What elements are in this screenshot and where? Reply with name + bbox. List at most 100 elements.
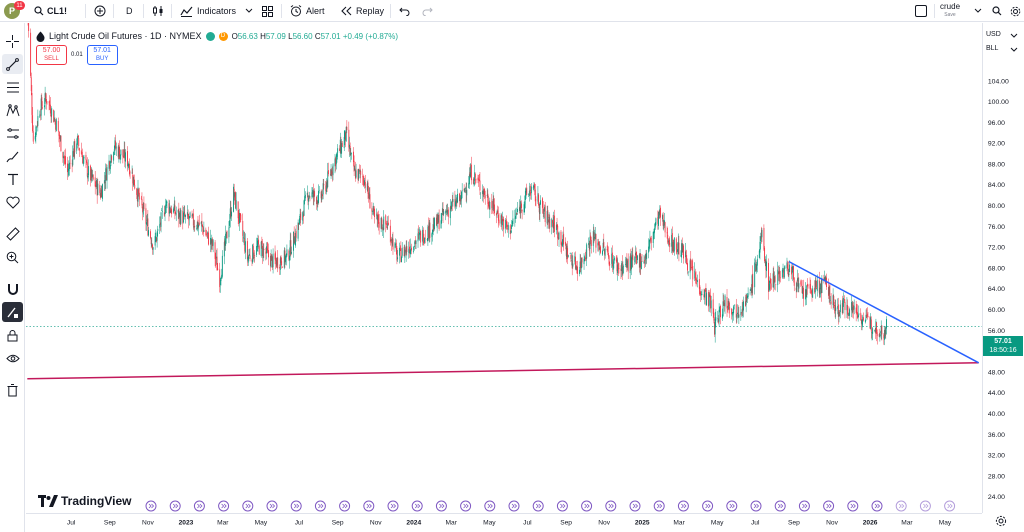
event-marker[interactable]	[847, 500, 859, 512]
magnet-tool[interactable]	[2, 279, 23, 299]
event-marker[interactable]	[169, 500, 181, 512]
event-marker[interactable]	[895, 500, 907, 512]
event-marker[interactable]	[581, 500, 593, 512]
settings-button[interactable]	[1010, 0, 1021, 22]
chart-type-button[interactable]	[152, 0, 164, 22]
candle	[206, 230, 207, 237]
symbol-search-button[interactable]: CL1!	[34, 0, 67, 22]
gear-icon[interactable]	[995, 515, 1007, 527]
event-marker[interactable]	[944, 500, 956, 512]
candle	[119, 154, 121, 164]
quick-search-button[interactable]	[992, 0, 1002, 22]
event-marker[interactable]	[677, 500, 689, 512]
chevron-down-icon[interactable]	[1010, 33, 1018, 39]
alert-button[interactable]: Alert	[290, 0, 325, 22]
price-axis[interactable]: 104.00 100.00 96.00 92.00 88.00 84.00 80.00 76.…	[982, 23, 1024, 513]
event-marker[interactable]	[242, 500, 254, 512]
chevron-down-icon[interactable]	[1010, 47, 1018, 53]
text-tool[interactable]	[2, 169, 23, 189]
event-marker[interactable]	[871, 500, 883, 512]
crosshair-tool[interactable]	[2, 31, 23, 51]
unit-button[interactable]: BLL	[986, 45, 998, 52]
candle	[597, 239, 599, 252]
compare-symbol-button[interactable]	[94, 0, 106, 22]
candle	[544, 201, 546, 227]
fullscreen-toggle[interactable]	[915, 0, 927, 22]
remove-drawings-button[interactable]	[2, 380, 23, 400]
series-title[interactable]: Light Crude Oil Futures · 1D · NYMEX	[49, 31, 202, 41]
event-marker[interactable]	[726, 500, 738, 512]
event-marker[interactable]	[653, 500, 665, 512]
event-marker[interactable]	[629, 500, 641, 512]
support-trendline[interactable]	[27, 362, 979, 380]
event-marker[interactable]	[774, 500, 786, 512]
candle	[184, 214, 186, 224]
event-marker[interactable]	[387, 500, 399, 512]
candle	[722, 292, 724, 317]
event-marker[interactable]	[435, 500, 447, 512]
icon-tool[interactable]	[2, 192, 23, 212]
event-marker[interactable]	[823, 500, 835, 512]
event-marker[interactable]	[363, 500, 375, 512]
zoom-tool[interactable]	[2, 247, 23, 267]
event-marker[interactable]	[605, 500, 617, 512]
event-marker[interactable]	[919, 500, 931, 512]
event-marker[interactable]	[556, 500, 568, 512]
candle	[631, 250, 632, 276]
candle	[341, 139, 343, 158]
event-marker[interactable]	[508, 500, 520, 512]
resistance-trendline[interactable]	[788, 260, 980, 364]
forecasting-tool[interactable]	[2, 123, 23, 143]
candle	[128, 161, 130, 168]
event-marker[interactable]	[750, 500, 762, 512]
price-chart[interactable]	[26, 23, 982, 513]
candle	[783, 268, 785, 279]
indicators-dropdown[interactable]	[245, 0, 253, 22]
event-marker[interactable]	[314, 500, 326, 512]
measure-tool[interactable]	[2, 224, 23, 244]
layout-menu-button[interactable]: crude Save	[940, 0, 960, 22]
stay-in-drawing-mode-toggle[interactable]	[2, 302, 23, 322]
candle	[205, 227, 207, 237]
price-tick-label: 72.00	[988, 245, 1005, 252]
candle	[782, 263, 784, 273]
candle	[532, 184, 534, 190]
search-icon	[992, 6, 1002, 16]
time-axis[interactable]: Jul Sep Nov 2023 Mar May Jul Sep Nov 2024 Mar May Ju…	[26, 513, 982, 532]
event-marker[interactable]	[798, 500, 810, 512]
pattern-tool[interactable]	[2, 100, 23, 120]
buy-button[interactable]: 57.01 BUY	[86, 45, 118, 65]
event-marker[interactable]	[702, 500, 714, 512]
event-marker[interactable]	[145, 500, 157, 512]
fib-tool[interactable]	[2, 77, 23, 97]
event-marker[interactable]	[411, 500, 423, 512]
indicators-button[interactable]: Indicators	[180, 0, 236, 22]
event-marker[interactable]	[532, 500, 544, 512]
event-marker[interactable]	[193, 500, 205, 512]
replay-button[interactable]: Replay	[340, 0, 384, 22]
layout-dropdown[interactable]	[974, 0, 982, 22]
sell-button[interactable]: 57.00 SELL	[36, 45, 67, 65]
candle	[542, 201, 544, 218]
interval-button[interactable]: D	[126, 0, 133, 22]
currency-button[interactable]: USD	[986, 31, 1001, 38]
event-marker[interactable]	[484, 500, 496, 512]
brush-tool[interactable]	[2, 146, 23, 166]
avatar-letter: P	[8, 6, 15, 16]
candle	[240, 213, 242, 223]
trendline-tool[interactable]	[2, 54, 23, 74]
candle	[621, 260, 623, 278]
undo-button[interactable]	[399, 0, 410, 22]
event-marker[interactable]	[339, 500, 351, 512]
event-marker[interactable]	[266, 500, 278, 512]
tradingview-logo[interactable]: TradingView	[38, 494, 131, 508]
templates-button[interactable]	[262, 0, 273, 22]
redo-button[interactable]	[422, 0, 433, 22]
event-marker[interactable]	[218, 500, 230, 512]
lock-drawings-toggle[interactable]	[2, 325, 23, 345]
candle	[138, 188, 140, 197]
hide-drawings-toggle[interactable]	[2, 348, 23, 368]
candle	[452, 192, 454, 207]
event-marker[interactable]	[290, 500, 302, 512]
event-marker[interactable]	[460, 500, 472, 512]
